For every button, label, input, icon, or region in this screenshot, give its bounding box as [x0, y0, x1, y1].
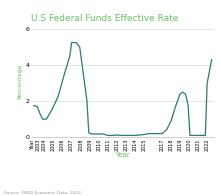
Text: U.S Federal Funds Effective Rate: U.S Federal Funds Effective Rate: [31, 14, 178, 23]
Text: Source: FRED Economic Data, 2023: Source: FRED Economic Data, 2023: [4, 191, 81, 195]
X-axis label: Year: Year: [115, 152, 130, 159]
Y-axis label: Percentage: Percentage: [18, 64, 23, 99]
